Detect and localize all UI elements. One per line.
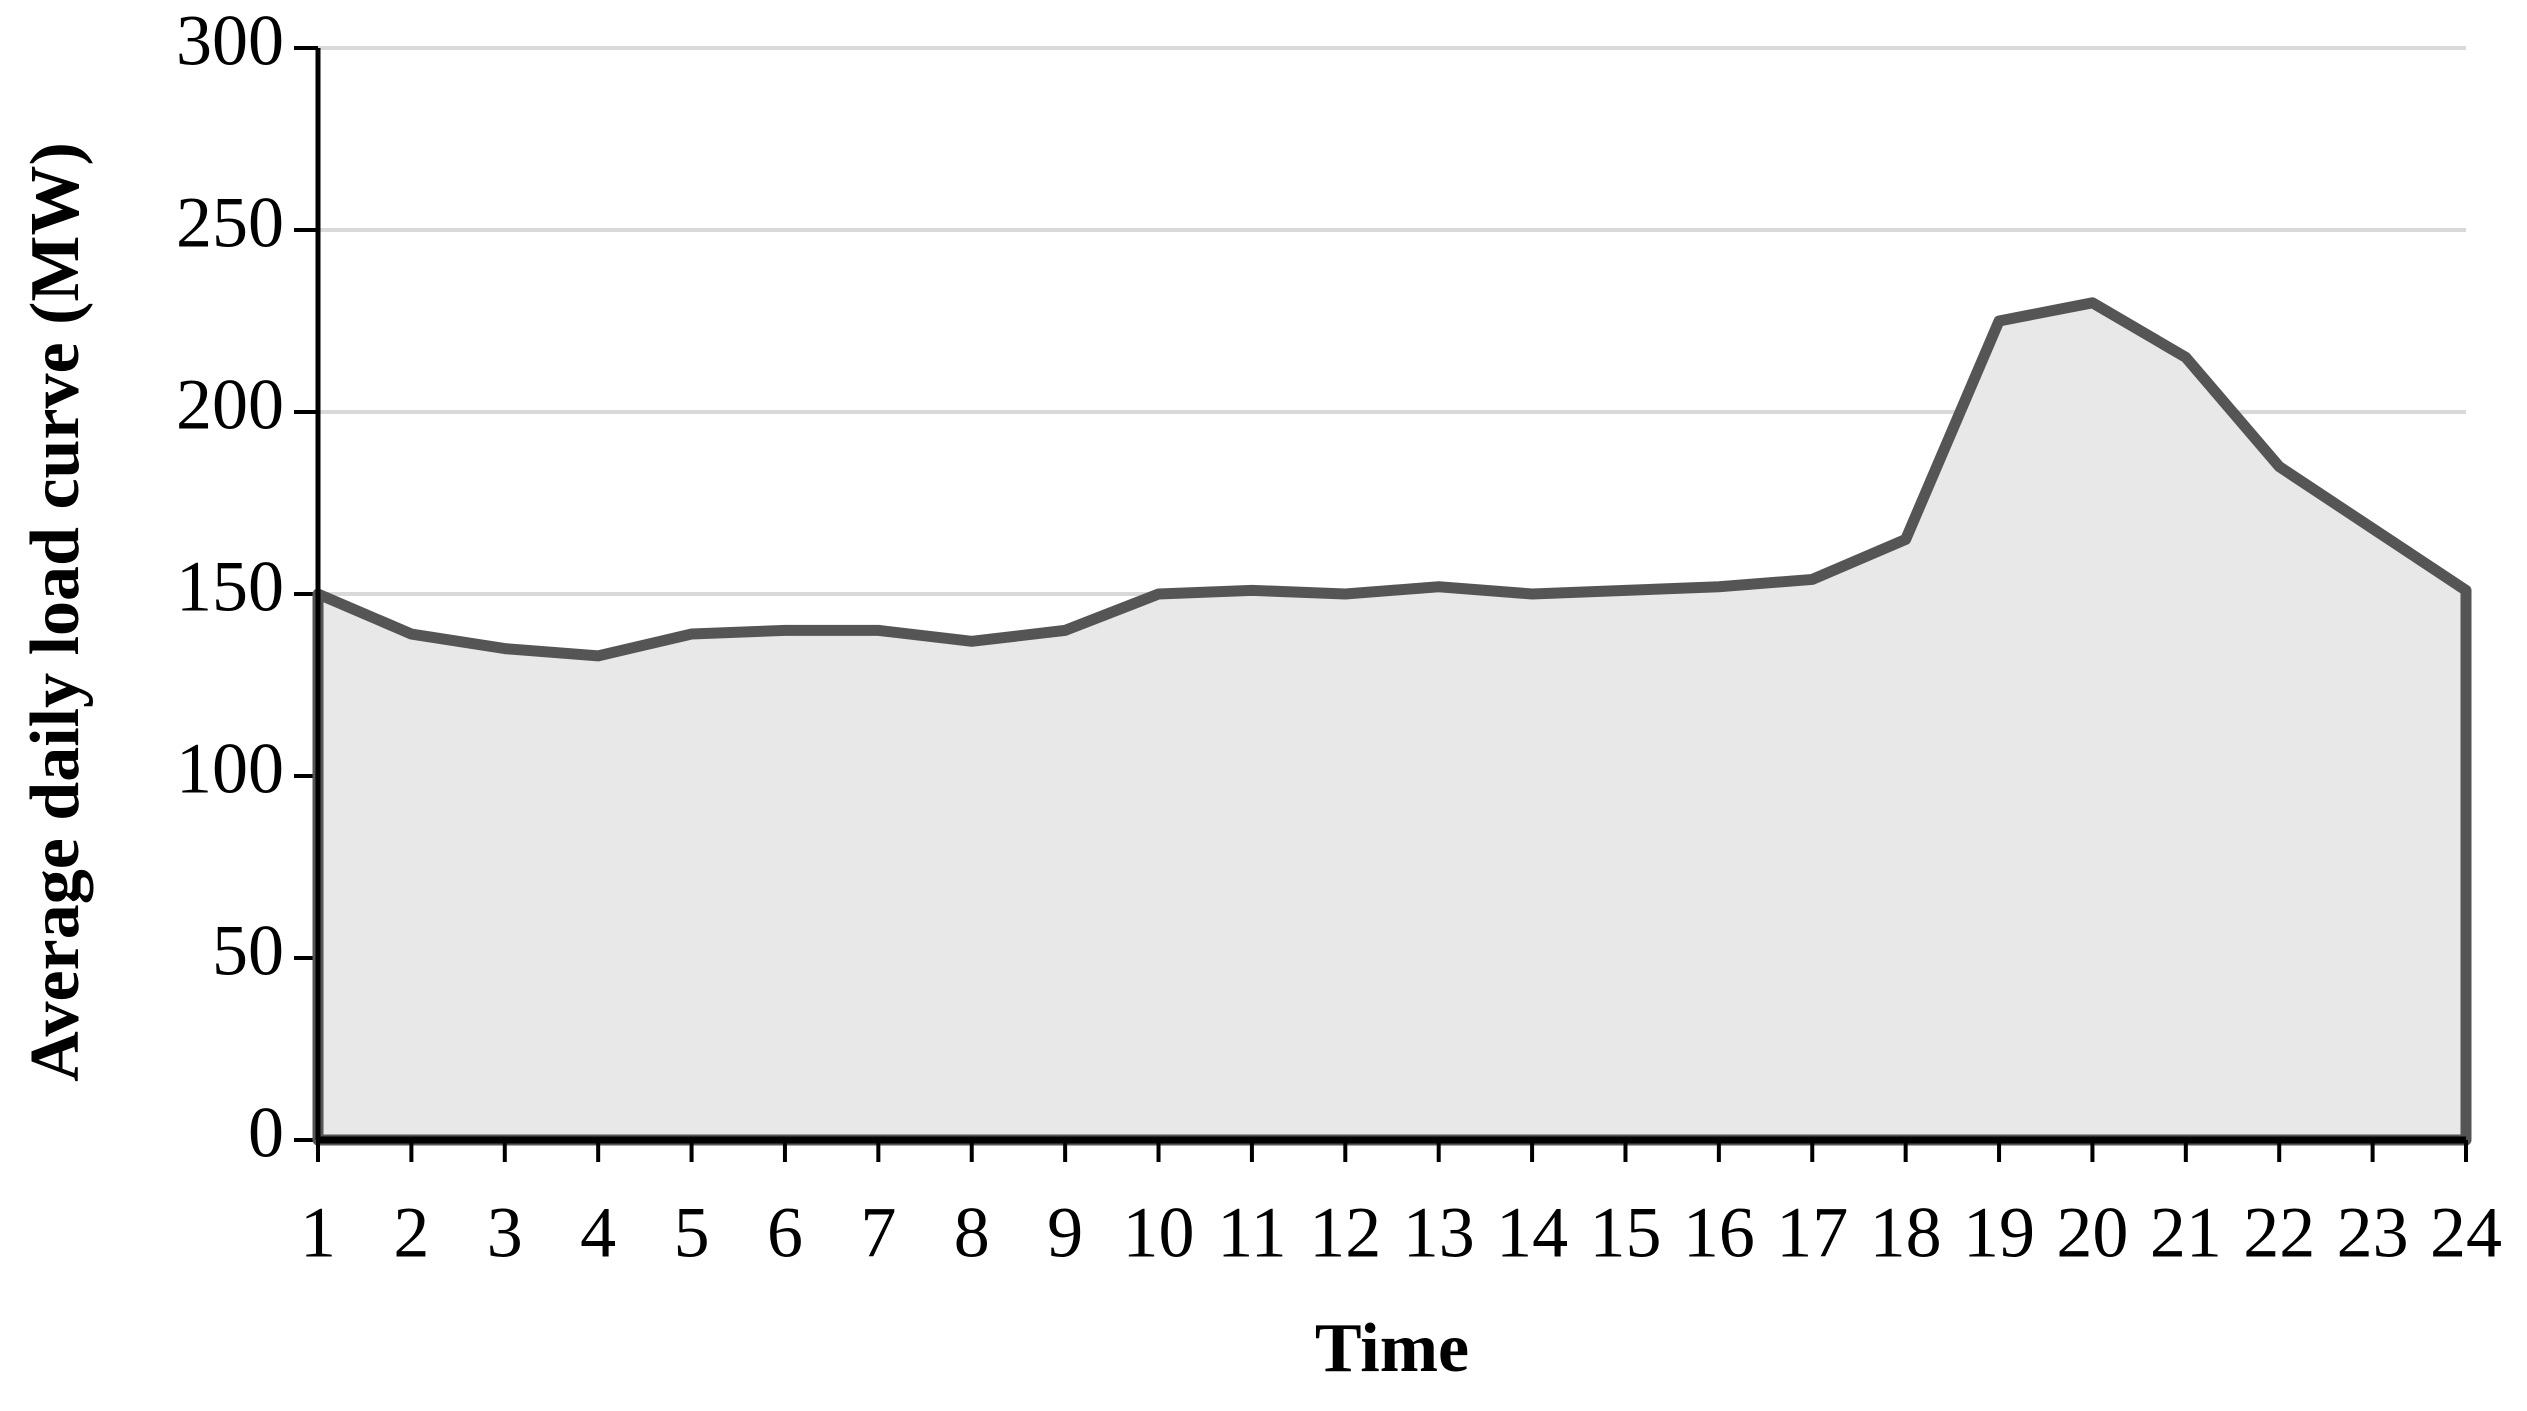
y-tick-label: 150 — [176, 547, 284, 627]
y-tick-label: 250 — [176, 183, 284, 263]
area — [312, 297, 2472, 1146]
x-tick-label: 22 — [2243, 1193, 2315, 1273]
x-tick-label: 2 — [393, 1193, 429, 1273]
x-tick-label: 13 — [1403, 1193, 1475, 1273]
y-tick-label: 100 — [176, 729, 284, 809]
x-tick-label: 14 — [1496, 1193, 1568, 1273]
x-tick-label: 12 — [1309, 1193, 1381, 1273]
x-tick-label: 11 — [1217, 1193, 1286, 1273]
x-tick-label: 6 — [767, 1193, 803, 1273]
x-tick-label: 18 — [1870, 1193, 1942, 1273]
x-tick-label: 5 — [674, 1193, 710, 1273]
y-tick-label: 200 — [176, 365, 284, 445]
y-tick-label: 0 — [248, 1093, 284, 1173]
y-axis-title: Average daily load curve (MW) — [17, 142, 94, 1082]
x-tick-label: 1 — [300, 1193, 336, 1273]
x-tick-label: 4 — [580, 1193, 616, 1273]
x-tick-label: 7 — [860, 1193, 896, 1273]
x-tick-label: 9 — [1047, 1193, 1083, 1273]
x-tick-label: 15 — [1589, 1193, 1661, 1273]
x-axis-title: Time — [1315, 1310, 1469, 1387]
x-tick-label: 10 — [1123, 1193, 1195, 1273]
x-tick-label: 23 — [2337, 1193, 2409, 1273]
x-tick-label: 21 — [2150, 1193, 2222, 1273]
y-tick-label: 300 — [176, 1, 284, 81]
x-tick-label: 16 — [1683, 1193, 1755, 1273]
x-tick-label: 20 — [2056, 1193, 2128, 1273]
x-tick-label: 24 — [2430, 1193, 2502, 1273]
x-tick-label: 19 — [1963, 1193, 2035, 1273]
x-tick-label: 8 — [954, 1193, 990, 1273]
x-tick-label: 3 — [487, 1193, 523, 1273]
x-tick-label: 17 — [1776, 1193, 1848, 1273]
y-tick-label: 50 — [212, 911, 284, 991]
